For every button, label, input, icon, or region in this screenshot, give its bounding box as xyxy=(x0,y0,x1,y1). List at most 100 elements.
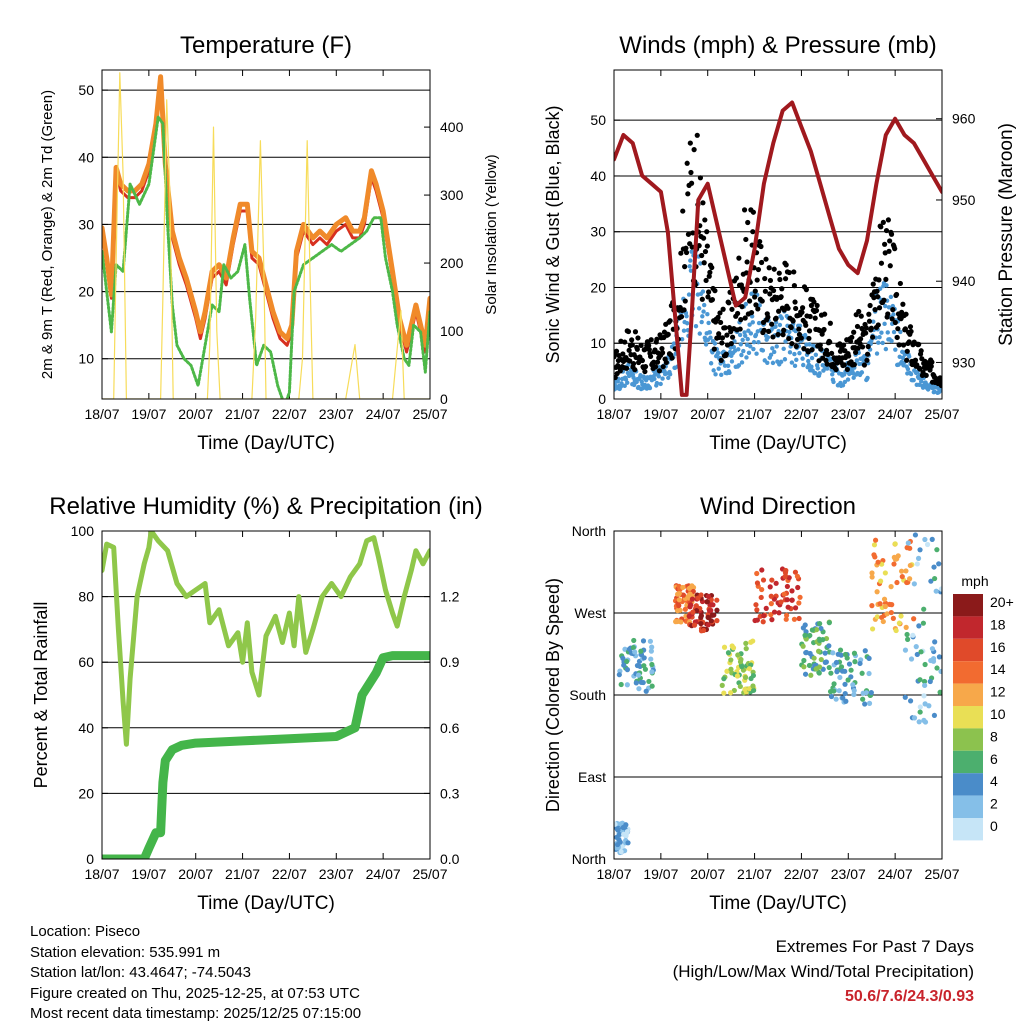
winds-series-gust-point xyxy=(806,335,812,342)
winds-series-gust-point xyxy=(755,266,762,273)
winds-series-gust-point xyxy=(776,308,782,314)
winds-series-gust-point xyxy=(705,294,711,300)
direction-point xyxy=(734,673,741,679)
direction-point xyxy=(623,658,630,665)
direction-point xyxy=(837,674,843,681)
direction-point xyxy=(916,623,922,629)
winds-series-sonic-wind-point xyxy=(741,348,746,354)
direction-point xyxy=(648,648,654,654)
winds-series-gust-point xyxy=(635,335,641,341)
winds-series-gust-point xyxy=(697,175,704,181)
direction-point xyxy=(938,586,942,592)
winds-series-sonic-wind-point xyxy=(765,335,771,340)
direction-point xyxy=(711,612,717,618)
direction-point xyxy=(914,651,920,658)
winds-series-gust-point xyxy=(868,325,874,331)
humidity-title: Relative Humidity (%) & Precipitation (i… xyxy=(49,493,482,520)
direction-colorbar-swatch xyxy=(953,773,983,796)
direction-point xyxy=(760,577,767,583)
winds-series-sonic-wind-point xyxy=(707,330,713,335)
direction-point xyxy=(646,678,652,685)
winds-series-sonic-wind-point xyxy=(765,360,770,366)
temperature-y2tick-label: 300 xyxy=(440,187,464,203)
winds-series-sonic-wind-point xyxy=(748,331,754,336)
direction-point xyxy=(866,670,872,677)
figure-created: Figure created on Thu, 2025-12-25, at 07… xyxy=(30,984,360,1002)
direction-point xyxy=(851,691,857,698)
winds-series-sonic-wind-point xyxy=(815,366,820,371)
direction-point xyxy=(706,608,713,614)
direction-point xyxy=(768,593,774,599)
winds-series-sonic-wind-point xyxy=(684,321,690,326)
direction-point xyxy=(714,597,720,603)
winds-series-gust-point xyxy=(823,347,830,353)
winds-series-gust-point xyxy=(678,250,684,256)
winds-series-gust-point xyxy=(890,307,896,313)
winds-series-gust-point xyxy=(851,329,857,335)
temperature-xtick-label: 21/07 xyxy=(225,406,260,422)
winds-series-sonic-wind-point xyxy=(801,362,806,368)
direction-point xyxy=(634,662,641,669)
direction-point xyxy=(838,664,845,670)
winds-series-sonic-wind-point xyxy=(854,358,860,363)
winds-series-sonic-wind-point xyxy=(792,363,798,369)
humidity-ytick-label: 100 xyxy=(71,523,95,539)
winds-series-gust-point xyxy=(827,339,833,345)
winds-series-gust-point xyxy=(917,366,923,372)
direction-point xyxy=(842,681,848,687)
winds-series-sonic-wind-point xyxy=(727,370,732,376)
winds-series-sonic-wind-point xyxy=(736,347,741,352)
winds-series-sonic-wind-point xyxy=(774,344,779,349)
winds-series-gust-point xyxy=(906,339,912,345)
direction-title: Wind Direction xyxy=(700,493,856,520)
direction-point xyxy=(862,701,868,707)
winds-series-sonic-wind-point xyxy=(749,314,755,319)
winds-series-sonic-wind-point xyxy=(716,366,721,371)
winds-series-sonic-wind-point xyxy=(879,330,884,335)
direction-point xyxy=(724,668,730,674)
direction-point xyxy=(802,622,808,628)
direction-point xyxy=(862,648,868,654)
humidity-series-total-precipitation xyxy=(102,651,430,859)
winds-series-gust-point xyxy=(786,335,792,342)
direction-point xyxy=(917,709,923,715)
winds-series-gust-point xyxy=(812,315,818,321)
winds-series-gust-point xyxy=(632,367,638,373)
winds-series-sonic-wind-point xyxy=(877,335,882,340)
winds-series-gust-point xyxy=(723,351,729,357)
direction-xtick-label: 19/07 xyxy=(643,866,678,882)
direction-ylabel: Direction (Colored By Speed) xyxy=(543,578,563,812)
temperature-y2tick-label: 0 xyxy=(440,391,448,407)
winds-series-gust-point xyxy=(683,245,689,251)
direction-point xyxy=(803,649,810,656)
temperature-ytick-label: 30 xyxy=(78,216,94,232)
winds-series-gust-point xyxy=(735,310,741,317)
direction-xlabel: Time (Day/UTC) xyxy=(709,893,847,914)
direction-point xyxy=(869,626,876,632)
winds-series-gust-point xyxy=(806,328,813,334)
winds-series-gust-point xyxy=(726,300,732,306)
winds-series-gust-point xyxy=(885,217,891,223)
winds-series-gust-point xyxy=(700,200,706,206)
winds-series-gust-point xyxy=(778,294,784,300)
direction-point xyxy=(743,640,749,646)
direction-point xyxy=(751,687,757,693)
direction-point xyxy=(898,613,904,619)
direction-point xyxy=(857,660,863,667)
winds-series-gust-point xyxy=(892,319,898,326)
winds-series-gust-point xyxy=(885,311,891,317)
direction-point xyxy=(728,657,734,663)
winds-series-gust-point xyxy=(827,320,833,326)
winds-series-gust-point xyxy=(847,338,854,344)
direction-point xyxy=(760,619,766,625)
winds-series-gust-point xyxy=(680,208,686,214)
direction-xtick-label: 20/07 xyxy=(690,866,725,882)
winds-series-gust-point xyxy=(875,294,881,300)
temperature-xtick-label: 19/07 xyxy=(131,406,166,422)
direction-point xyxy=(792,569,799,575)
direction-point xyxy=(784,597,790,603)
direction-point xyxy=(882,570,888,576)
winds-series-sonic-wind-point xyxy=(743,301,749,307)
winds-series-sonic-wind-point xyxy=(700,314,705,319)
winds-series-gust-point xyxy=(878,260,885,266)
